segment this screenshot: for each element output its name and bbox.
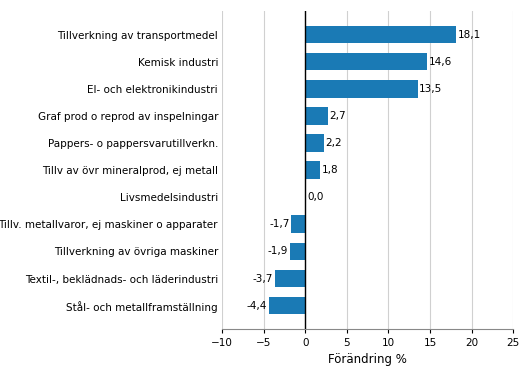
Bar xyxy=(305,53,427,70)
Bar xyxy=(305,161,320,179)
Text: -3,7: -3,7 xyxy=(252,274,273,284)
Text: 14,6: 14,6 xyxy=(428,57,452,67)
Text: 2,2: 2,2 xyxy=(325,138,342,148)
Text: 18,1: 18,1 xyxy=(458,29,481,40)
Text: 1,8: 1,8 xyxy=(322,165,339,175)
Text: -4,4: -4,4 xyxy=(247,301,267,311)
Text: 2,7: 2,7 xyxy=(330,111,346,121)
X-axis label: Förändring %: Förändring % xyxy=(328,353,407,366)
Text: -1,9: -1,9 xyxy=(268,246,288,256)
Bar xyxy=(305,80,417,98)
Text: 13,5: 13,5 xyxy=(419,84,442,94)
Text: 0,0: 0,0 xyxy=(307,192,323,202)
Bar xyxy=(305,26,456,43)
Bar xyxy=(291,215,305,233)
Bar xyxy=(305,107,328,125)
Bar xyxy=(289,243,305,260)
Text: -1,7: -1,7 xyxy=(269,219,289,229)
Bar xyxy=(305,134,324,152)
Bar xyxy=(269,297,305,314)
Bar xyxy=(275,270,305,287)
